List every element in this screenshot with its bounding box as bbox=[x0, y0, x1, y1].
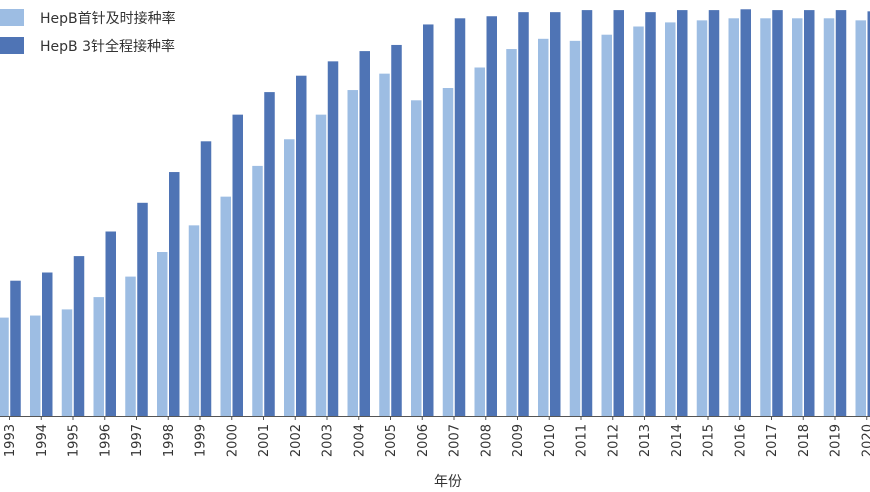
x-tick-label-2009: 2009 bbox=[511, 424, 526, 457]
x-tick-label-2013: 2013 bbox=[638, 424, 653, 457]
bar-first-dose-2009 bbox=[506, 49, 517, 417]
bar-first-dose-2002 bbox=[284, 139, 295, 416]
x-tick-label-1999: 1999 bbox=[194, 424, 209, 457]
x-axis-title: 年份 bbox=[434, 474, 462, 490]
bar-first-dose-2018 bbox=[792, 18, 803, 417]
x-tick-label-2000: 2000 bbox=[225, 424, 240, 457]
x-tick-label-2020: 2020 bbox=[860, 424, 870, 457]
bar-three-dose-2008 bbox=[486, 16, 497, 416]
x-ticks: 1993 1994 1995 1996 1997 1998 1999 2000 2001 2002… bbox=[3, 416, 870, 457]
x-tick-label-2004: 2004 bbox=[352, 424, 367, 457]
x-tick-label-1996: 1996 bbox=[98, 424, 113, 457]
legend-swatch-first-dose bbox=[0, 9, 24, 26]
x-tick-label-2001: 2001 bbox=[257, 424, 272, 457]
x-tick-label-2007: 2007 bbox=[448, 424, 463, 457]
bar-first-dose-2020 bbox=[855, 20, 866, 416]
x-tick-label-2005: 2005 bbox=[384, 424, 399, 457]
bar-first-dose-2008 bbox=[474, 67, 485, 416]
bar-three-dose-2014 bbox=[677, 10, 688, 416]
bar-three-dose-2003 bbox=[327, 61, 339, 416]
bar-three-dose-1999 bbox=[200, 141, 212, 417]
legend: HepB首针及时接种率 HepB 3针全程接种率 bbox=[0, 9, 176, 55]
legend-label-first-dose: HepB首针及时接种率 bbox=[40, 10, 176, 27]
bar-first-dose-2001 bbox=[252, 165, 263, 416]
bar-three-dose-2006 bbox=[423, 24, 434, 416]
bar-first-dose-2005 bbox=[379, 73, 390, 417]
bar-first-dose-1993 bbox=[0, 317, 9, 416]
bar-three-dose-1994 bbox=[42, 272, 53, 416]
bar-three-dose-2011 bbox=[581, 10, 593, 416]
bar-first-dose-2010 bbox=[538, 38, 549, 417]
bar-three-dose-2010 bbox=[550, 12, 561, 417]
bar-first-dose-1994 bbox=[30, 315, 41, 416]
bar-three-dose-2001 bbox=[264, 92, 275, 416]
bar-first-dose-2017 bbox=[760, 18, 771, 417]
x-tick-label-2010: 2010 bbox=[543, 424, 558, 457]
x-tick-label-2002: 2002 bbox=[289, 424, 304, 457]
bar-three-dose-2015 bbox=[708, 10, 720, 416]
x-tick-label-2015: 2015 bbox=[702, 424, 717, 457]
bar-three-dose-1993 bbox=[10, 280, 21, 416]
bar-first-dose-1998 bbox=[157, 252, 168, 416]
x-tick-label-2003: 2003 bbox=[321, 424, 336, 457]
bar-three-dose-2020 bbox=[867, 11, 870, 417]
x-tick-label-2018: 2018 bbox=[797, 424, 812, 457]
bar-first-dose-2014 bbox=[665, 22, 676, 417]
bar-three-dose-1998 bbox=[169, 172, 180, 416]
x-tick-label-1994: 1994 bbox=[35, 424, 50, 457]
x-tick-label-2019: 2019 bbox=[829, 424, 844, 457]
bar-first-dose-2006 bbox=[411, 100, 422, 417]
bar-three-dose-1996 bbox=[105, 231, 116, 416]
legend-swatch-three-dose bbox=[0, 37, 24, 54]
bar-first-dose-1997 bbox=[125, 276, 136, 416]
bar-three-dose-2005 bbox=[391, 44, 402, 416]
x-tick-label-1995: 1995 bbox=[67, 424, 82, 457]
bars-layer bbox=[0, 9, 870, 417]
bar-first-dose-2007 bbox=[442, 88, 454, 416]
x-tick-label-2006: 2006 bbox=[416, 424, 431, 457]
bar-first-dose-2004 bbox=[347, 90, 358, 417]
bar-three-dose-2018 bbox=[804, 10, 815, 416]
bar-three-dose-2016 bbox=[740, 9, 751, 417]
x-tick-label-2017: 2017 bbox=[765, 424, 780, 457]
x-tick-label-1998: 1998 bbox=[162, 424, 177, 457]
bar-first-dose-2016 bbox=[728, 18, 739, 417]
bar-three-dose-1997 bbox=[137, 202, 148, 416]
bar-first-dose-2015 bbox=[696, 20, 708, 416]
bar-first-dose-2003 bbox=[315, 114, 327, 417]
x-tick-label-2008: 2008 bbox=[479, 424, 494, 457]
bar-three-dose-2017 bbox=[772, 10, 783, 416]
legend-label-three-dose: HepB 3针全程接种率 bbox=[40, 38, 175, 55]
x-tick-label-2011: 2011 bbox=[575, 424, 590, 457]
bar-three-dose-2019 bbox=[835, 10, 847, 416]
x-tick-label-2012: 2012 bbox=[606, 424, 621, 457]
bar-three-dose-2000 bbox=[232, 114, 243, 417]
bar-first-dose-2019 bbox=[823, 18, 835, 417]
bar-first-dose-1996 bbox=[93, 297, 104, 416]
bar-three-dose-2012 bbox=[613, 10, 624, 416]
bar-three-dose-2009 bbox=[518, 12, 529, 417]
bar-three-dose-2013 bbox=[645, 12, 656, 417]
bar-first-dose-2011 bbox=[569, 40, 581, 416]
bar-three-dose-2007 bbox=[454, 18, 466, 417]
x-tick-label-2014: 2014 bbox=[670, 424, 685, 457]
x-tick-label-2016: 2016 bbox=[733, 424, 748, 457]
bar-first-dose-1995 bbox=[61, 309, 73, 416]
bar-three-dose-2004 bbox=[359, 51, 370, 416]
bar-first-dose-1999 bbox=[188, 225, 200, 416]
bar-three-dose-1995 bbox=[73, 256, 85, 416]
bar-first-dose-2013 bbox=[633, 26, 644, 416]
bar-three-dose-2002 bbox=[296, 75, 307, 416]
x-tick-label-1997: 1997 bbox=[130, 424, 145, 457]
x-tick-label-1993: 1993 bbox=[3, 424, 18, 457]
bar-first-dose-2012 bbox=[601, 34, 612, 416]
bar-first-dose-2000 bbox=[220, 196, 231, 416]
